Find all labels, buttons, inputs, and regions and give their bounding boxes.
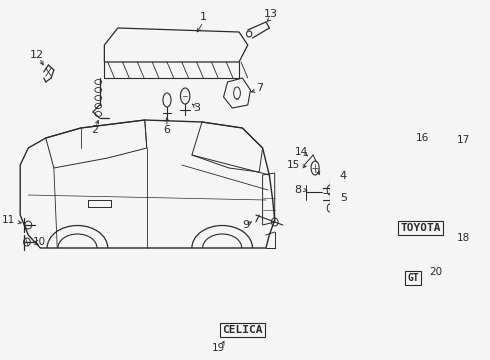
Text: 14: 14 [295,147,308,157]
Text: CELICA: CELICA [222,325,263,335]
Text: 10: 10 [32,237,46,247]
Text: TOYOTA: TOYOTA [401,223,441,233]
Text: 11: 11 [1,215,15,225]
Text: 19: 19 [212,343,225,353]
Text: 2: 2 [91,125,98,135]
Text: 18: 18 [457,233,470,243]
Text: 12: 12 [30,50,44,60]
Text: 4: 4 [340,171,347,181]
Text: 5: 5 [340,193,347,203]
Text: 3: 3 [193,103,200,113]
Text: GT: GT [407,273,419,283]
Text: 6: 6 [164,125,171,135]
Text: 7: 7 [256,83,263,93]
Text: 16: 16 [416,133,429,143]
Text: 9: 9 [242,220,249,230]
Text: 17: 17 [457,135,470,145]
Text: 20: 20 [430,267,443,277]
Text: 15: 15 [286,160,299,170]
Text: 1: 1 [200,12,207,22]
Text: 8: 8 [294,185,302,195]
Text: 13: 13 [264,9,278,19]
